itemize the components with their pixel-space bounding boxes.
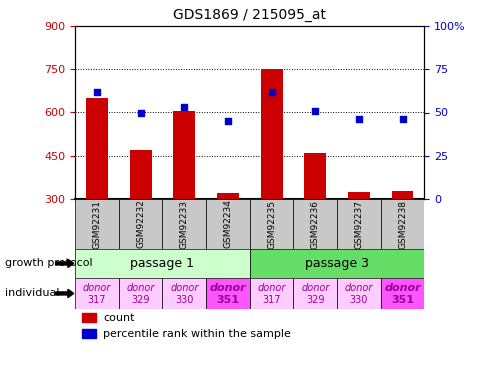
Bar <box>260 69 282 199</box>
Bar <box>162 278 206 309</box>
Bar <box>380 278 424 309</box>
Point <box>136 110 144 116</box>
Bar <box>162 199 206 249</box>
Text: growth protocol: growth protocol <box>5 258 92 268</box>
Point <box>180 104 188 110</box>
Point <box>224 118 231 124</box>
Text: GSM92238: GSM92238 <box>397 200 406 249</box>
Text: GSM92234: GSM92234 <box>223 200 232 249</box>
Bar <box>82 313 96 322</box>
Text: GSM92237: GSM92237 <box>354 200 363 249</box>
Bar <box>336 278 380 309</box>
Bar <box>75 278 119 309</box>
Bar <box>391 191 412 199</box>
Point <box>311 108 318 114</box>
Bar <box>336 199 380 249</box>
Text: donor: donor <box>83 283 111 293</box>
Text: percentile rank within the sample: percentile rank within the sample <box>103 328 290 339</box>
Text: 330: 330 <box>349 296 367 306</box>
Text: GSM92231: GSM92231 <box>92 200 101 249</box>
Bar <box>119 278 162 309</box>
Bar <box>249 249 424 278</box>
Bar <box>75 249 249 278</box>
Text: donor: donor <box>344 283 372 293</box>
Text: count: count <box>103 313 135 322</box>
Text: donor: donor <box>301 283 329 293</box>
Bar <box>119 199 162 249</box>
Bar <box>206 278 249 309</box>
Point <box>354 116 362 122</box>
Text: 317: 317 <box>262 296 280 306</box>
Bar <box>380 199 424 249</box>
Text: donor: donor <box>126 283 154 293</box>
Text: individual: individual <box>5 288 59 298</box>
Text: 330: 330 <box>175 296 193 306</box>
Bar <box>249 278 293 309</box>
Bar <box>347 192 369 199</box>
Bar <box>293 278 336 309</box>
Text: GSM92236: GSM92236 <box>310 200 319 249</box>
Bar <box>303 153 325 199</box>
Point <box>267 89 275 95</box>
Bar <box>82 329 96 338</box>
Text: passage 3: passage 3 <box>304 257 368 270</box>
Text: 351: 351 <box>390 296 413 306</box>
Text: donor: donor <box>209 283 246 293</box>
Text: 317: 317 <box>88 296 106 306</box>
Text: 351: 351 <box>216 296 239 306</box>
Bar <box>293 199 336 249</box>
Text: donor: donor <box>383 283 420 293</box>
Text: donor: donor <box>257 283 285 293</box>
Text: passage 1: passage 1 <box>130 257 194 270</box>
Bar <box>249 199 293 249</box>
Text: 329: 329 <box>305 296 324 306</box>
Bar <box>173 111 195 199</box>
Point <box>93 89 101 95</box>
Text: GSM92232: GSM92232 <box>136 200 145 249</box>
Text: 329: 329 <box>131 296 150 306</box>
Text: GSM92235: GSM92235 <box>267 200 275 249</box>
Bar <box>86 98 107 199</box>
Bar <box>206 199 249 249</box>
Text: GSM92233: GSM92233 <box>180 200 188 249</box>
Title: GDS1869 / 215095_at: GDS1869 / 215095_at <box>173 9 326 22</box>
Bar <box>75 199 119 249</box>
Bar <box>129 150 151 199</box>
Text: donor: donor <box>170 283 198 293</box>
Point <box>398 116 406 122</box>
Bar <box>216 193 238 199</box>
